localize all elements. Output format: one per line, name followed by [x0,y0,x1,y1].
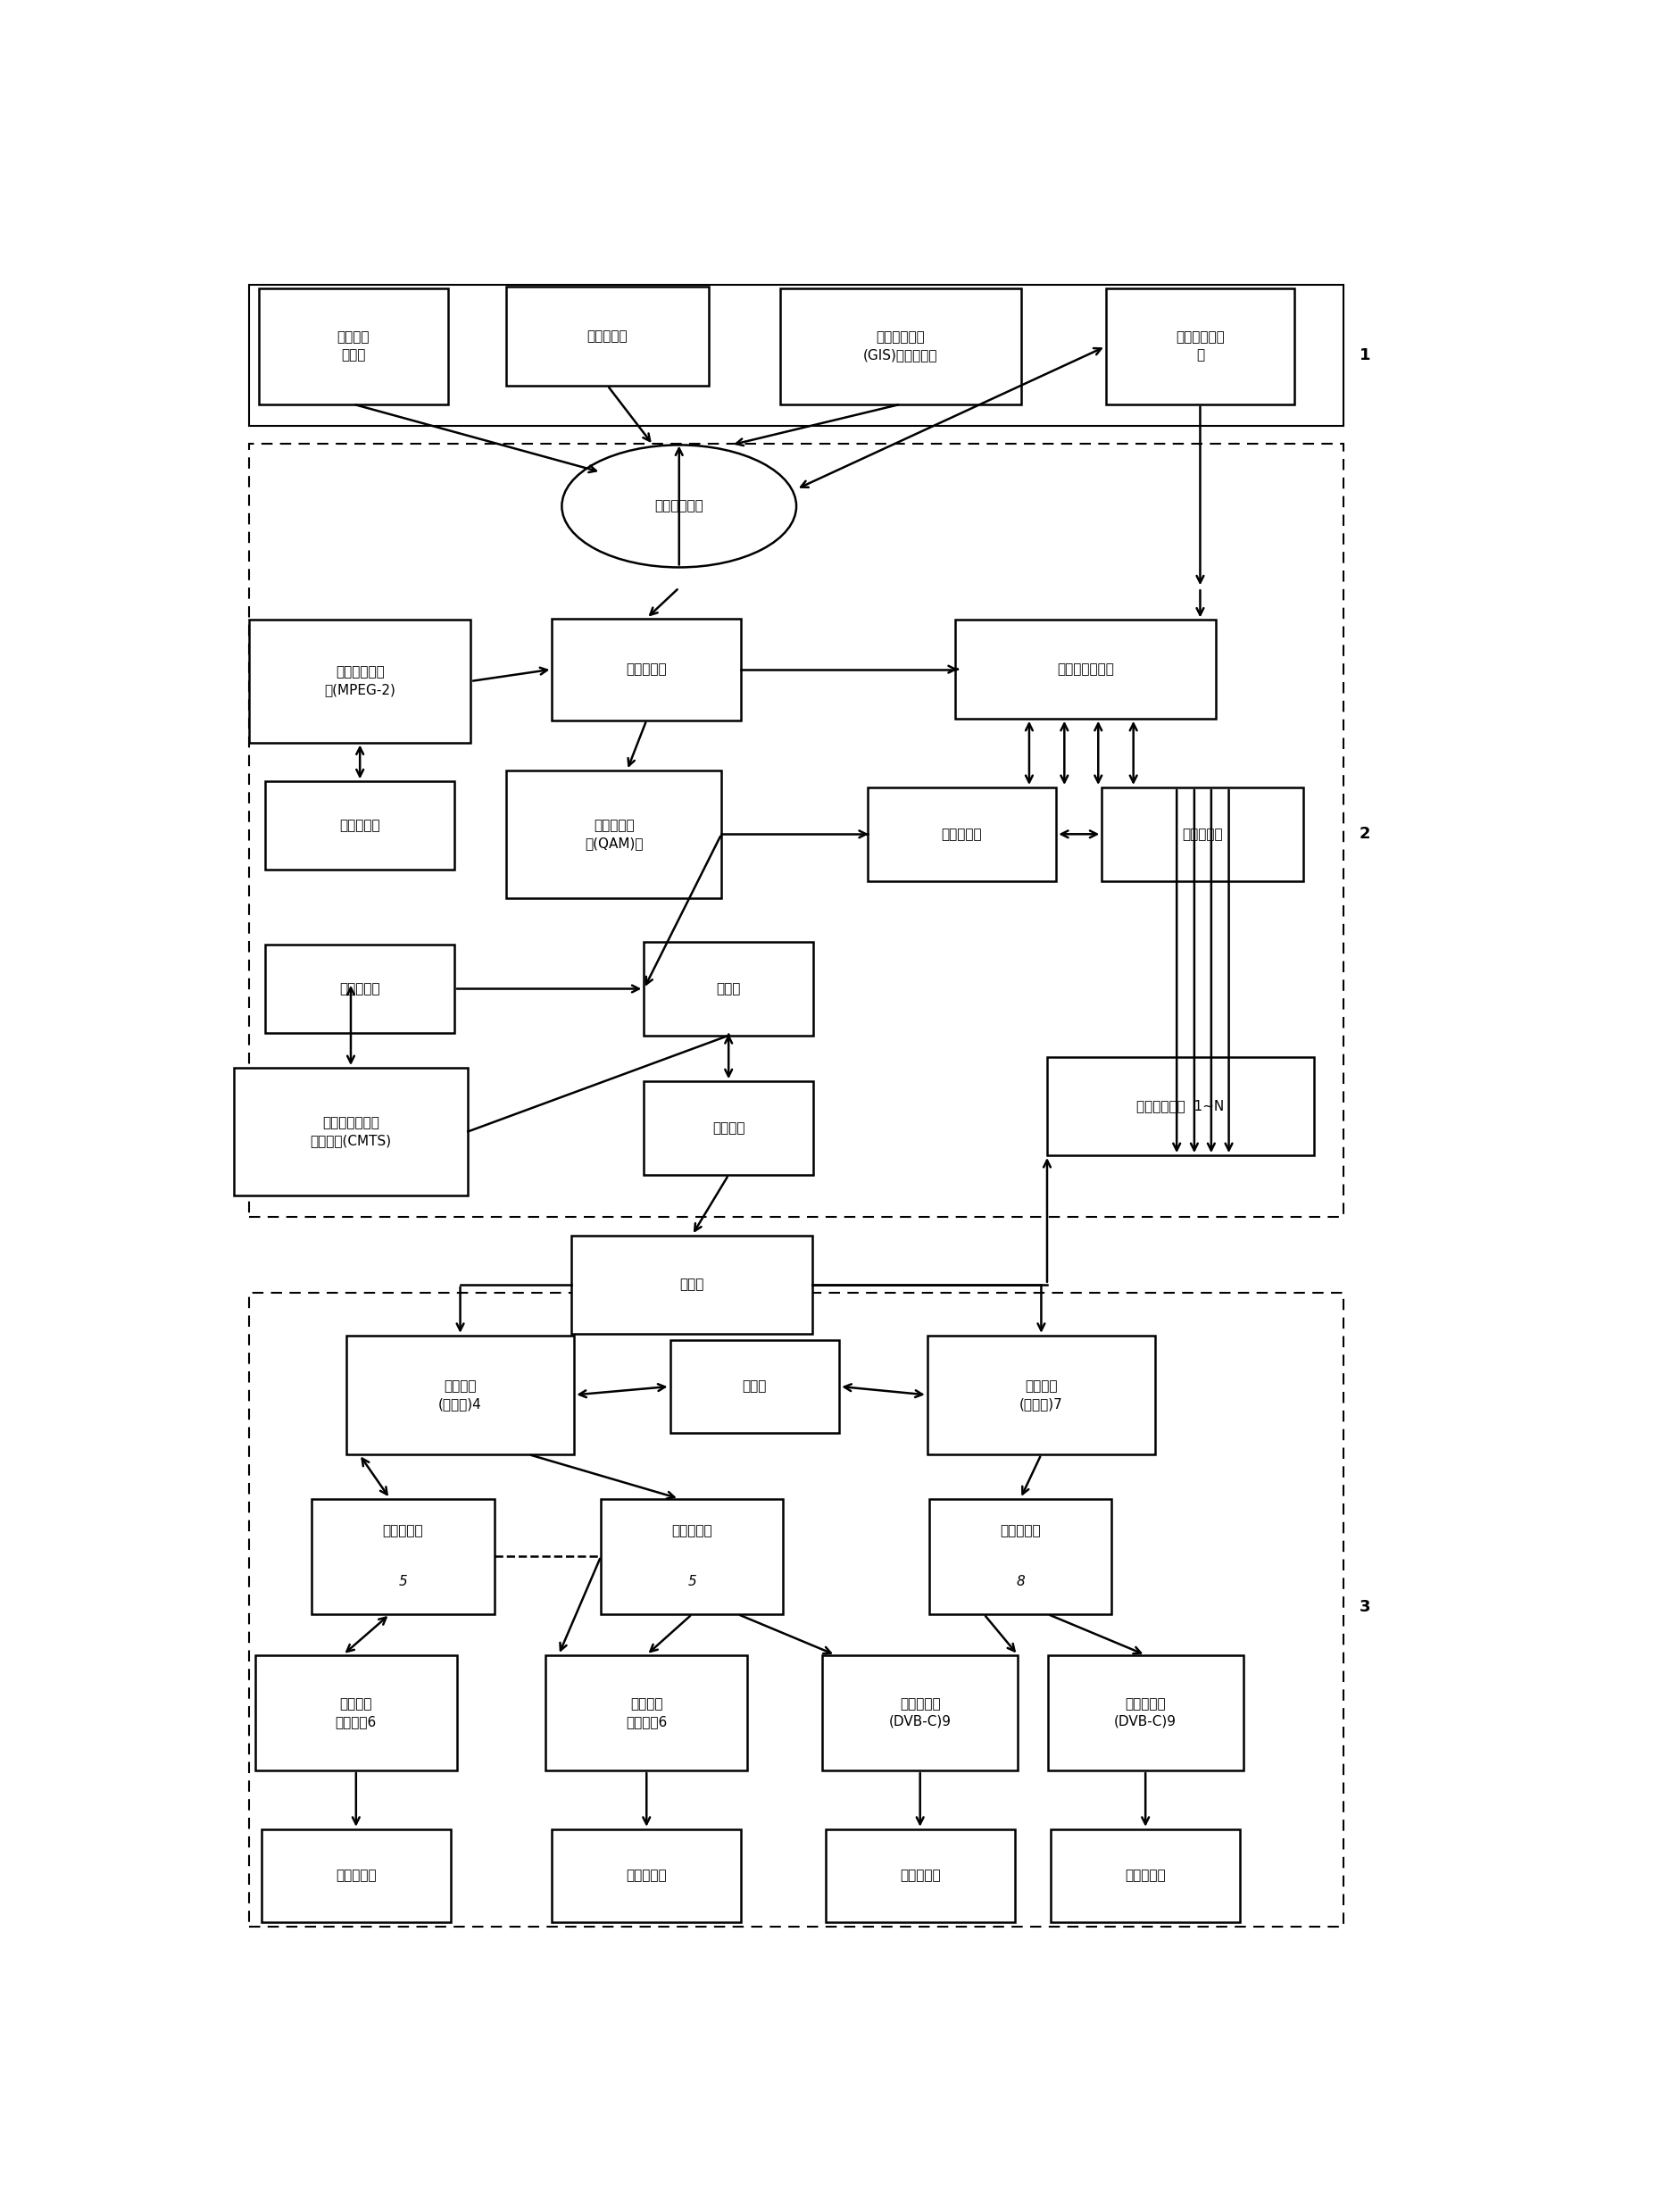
Text: 1: 1 [1359,346,1369,362]
FancyBboxPatch shape [249,620,470,742]
FancyBboxPatch shape [506,287,707,386]
Text: 干线放大器: 干线放大器 [383,1525,423,1538]
FancyBboxPatch shape [1047,1057,1314,1154]
Text: 以太网交换机: 以太网交换机 [654,499,704,512]
FancyBboxPatch shape [927,1335,1154,1454]
Text: 网络管理计算
机: 网络管理计算 机 [1174,331,1225,362]
Text: 双向可寻
址集线器6: 双向可寻 址集线器6 [336,1697,376,1728]
Text: 数字接收机
(DVB-C)9: 数字接收机 (DVB-C)9 [889,1697,951,1728]
FancyBboxPatch shape [255,1655,457,1770]
Text: 地理信息系统
(GIS)管理计算机: 地理信息系统 (GIS)管理计算机 [864,331,937,362]
Text: 干线放大器: 干线放大器 [1000,1525,1040,1538]
FancyBboxPatch shape [571,1236,811,1333]
FancyBboxPatch shape [259,289,447,404]
Text: 2: 2 [1359,825,1369,843]
FancyBboxPatch shape [234,1068,467,1196]
Text: 网管数据集中器: 网管数据集中器 [1057,662,1114,675]
Text: 用户电视机: 用户电视机 [899,1869,939,1883]
Text: 用户电视机: 用户电视机 [1124,1869,1166,1883]
FancyBboxPatch shape [311,1499,494,1613]
FancyBboxPatch shape [1050,1830,1240,1922]
Text: 光接收机
(或光站)7: 光接收机 (或光站)7 [1020,1379,1062,1410]
Text: 机架解调器: 机架解调器 [1181,828,1223,841]
Text: 8: 8 [1015,1576,1025,1589]
FancyBboxPatch shape [1047,1655,1243,1770]
FancyBboxPatch shape [546,1655,748,1770]
Text: 5: 5 [687,1576,696,1589]
Text: 数字接收机
(DVB-C)9: 数字接收机 (DVB-C)9 [1114,1697,1176,1728]
FancyBboxPatch shape [670,1340,838,1432]
Text: 用户电视机: 用户电视机 [336,1869,376,1883]
Text: 电视信号源: 电视信号源 [339,819,380,832]
FancyBboxPatch shape [346,1335,575,1454]
Text: 数字视频编码
器(MPEG-2): 数字视频编码 器(MPEG-2) [324,667,395,697]
FancyBboxPatch shape [1105,289,1294,404]
FancyBboxPatch shape [265,781,454,870]
Text: 回传光接收机  1~N: 回传光接收机 1~N [1136,1099,1223,1112]
Text: 用户管理
计算机: 用户管理 计算机 [338,331,370,362]
Text: 供电器: 供电器 [743,1379,766,1393]
Text: 分光器: 分光器 [679,1278,704,1291]
FancyBboxPatch shape [929,1499,1110,1613]
FancyBboxPatch shape [643,1081,813,1174]
Text: 光接收机
(或光站)4: 光接收机 (或光站)4 [438,1379,482,1410]
Text: 有线调制解调器
终端系统(CMTS): 有线调制解调器 终端系统(CMTS) [311,1117,391,1148]
FancyBboxPatch shape [822,1655,1018,1770]
Text: 混合器: 混合器 [716,982,741,995]
Text: 数据调制器: 数据调制器 [941,828,981,841]
Text: 5: 5 [398,1576,407,1589]
Text: 数字加扰机: 数字加扰机 [627,662,667,675]
Text: 正交振幅调
制(QAM)器: 正交振幅调 制(QAM)器 [585,819,643,850]
Text: 双向可寻
址集线器6: 双向可寻 址集线器6 [625,1697,667,1728]
FancyBboxPatch shape [867,788,1055,881]
FancyBboxPatch shape [780,289,1020,404]
Text: 电视信号源: 电视信号源 [339,982,380,995]
FancyBboxPatch shape [551,618,741,719]
Text: 3: 3 [1359,1600,1369,1616]
Ellipse shape [561,446,796,567]
FancyBboxPatch shape [825,1830,1015,1922]
FancyBboxPatch shape [265,945,454,1033]
FancyBboxPatch shape [262,1830,450,1922]
Text: 光发射机: 光发射机 [712,1121,744,1134]
Text: 网络服务器: 网络服务器 [586,329,627,342]
FancyBboxPatch shape [1100,788,1304,881]
Text: 用户电视机: 用户电视机 [627,1869,667,1883]
FancyBboxPatch shape [551,1830,741,1922]
FancyBboxPatch shape [643,942,813,1035]
FancyBboxPatch shape [954,620,1215,719]
FancyBboxPatch shape [601,1499,783,1613]
FancyBboxPatch shape [506,770,721,898]
Text: 干线放大器: 干线放大器 [672,1525,712,1538]
